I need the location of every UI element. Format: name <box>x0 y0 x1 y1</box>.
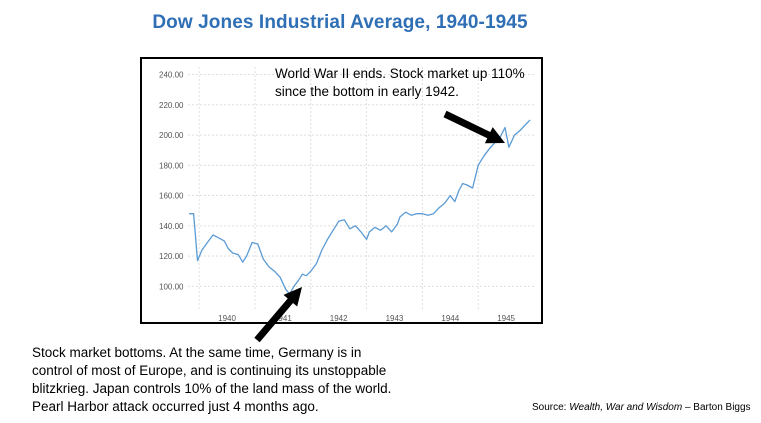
y-tick-label: 200.00 <box>159 131 184 140</box>
x-tick-label: 1941 <box>274 314 292 322</box>
annotation-war-ends: World War II ends. Stock market up 110% … <box>275 66 525 99</box>
x-tick-label: 1945 <box>497 314 515 322</box>
source-author: – Barton Biggs <box>682 402 751 413</box>
source-prefix: Source: <box>532 402 570 413</box>
chart-title: Dow Jones Industrial Average, 1940-1945 <box>152 12 528 33</box>
x-tick-label: 1944 <box>441 314 459 322</box>
series-line <box>189 119 531 295</box>
y-tick-label: 120.00 <box>159 252 184 261</box>
y-tick-label: 160.00 <box>159 192 184 201</box>
y-tick-label: 140.00 <box>159 222 184 231</box>
y-tick-label: 220.00 <box>159 101 184 110</box>
y-tick-label: 240.00 <box>159 71 184 80</box>
x-tick-label: 1942 <box>330 314 348 322</box>
chart-frame: 100.00 120.00 140.00 160.00 180.00 200.00 220.… <box>140 57 543 324</box>
source-citation: Source: Wealth, War and Wisdom – Barton … <box>532 402 751 413</box>
y-tick-label: 180.00 <box>159 161 184 170</box>
source-work: Wealth, War and Wisdom <box>569 402 683 413</box>
annotation-market-bottom: Stock market bottoms. At the same time, … <box>32 345 392 414</box>
x-tick-label: 1943 <box>386 314 404 322</box>
y-tick-label: 100.00 <box>159 282 184 291</box>
x-tick-label: 1940 <box>218 314 236 322</box>
